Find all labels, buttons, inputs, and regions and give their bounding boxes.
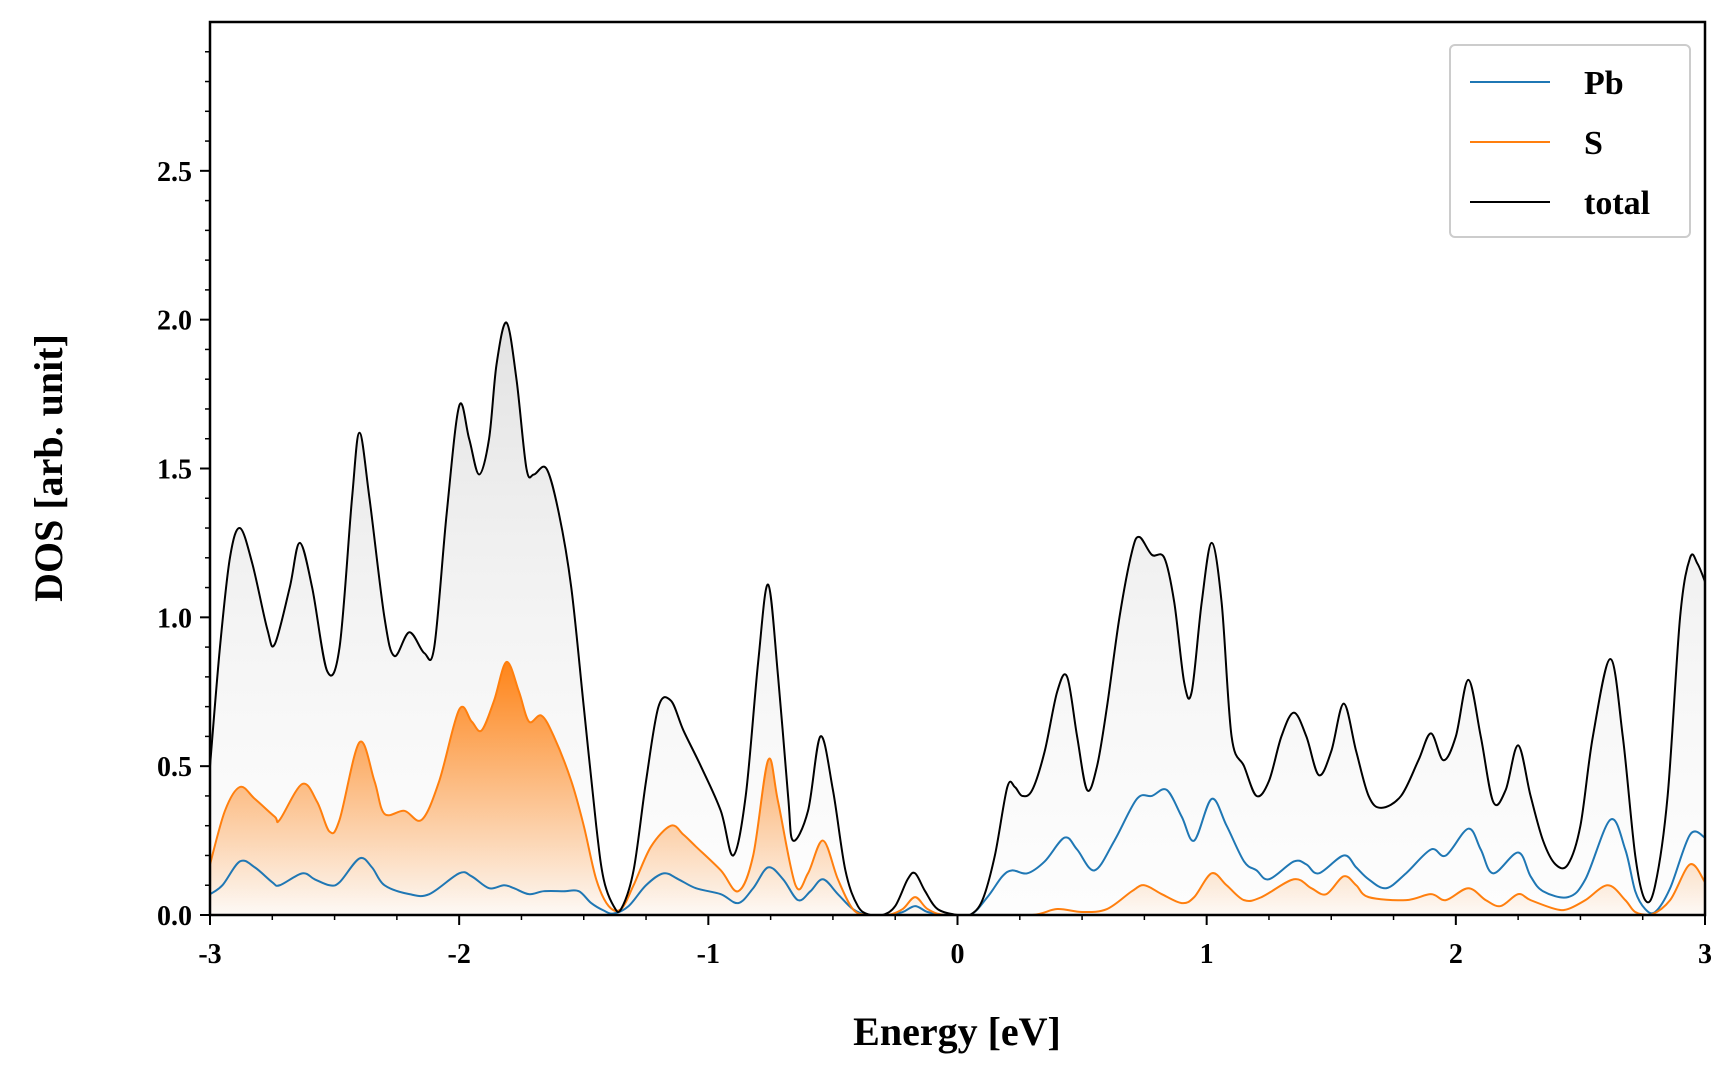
legend-label-s: S	[1584, 125, 1603, 162]
y-tick-label: 0.5	[157, 752, 192, 783]
legend-label-pb: Pb	[1584, 65, 1624, 102]
y-tick-label: 0.0	[157, 901, 192, 932]
x-tick-label: -3	[198, 939, 221, 970]
series-total-fill	[210, 322, 1705, 915]
x-tick-label: 2	[1449, 939, 1463, 970]
y-tick-label: 1.0	[157, 603, 192, 634]
x-axis-label: Energy [eV]	[853, 1009, 1061, 1054]
legend-label-total: total	[1584, 185, 1650, 222]
y-tick-label: 1.5	[157, 455, 192, 486]
series-s-fill	[210, 661, 1705, 915]
x-tick-label: 3	[1698, 939, 1712, 970]
series-total-line	[210, 321, 1705, 915]
x-tick-label: -1	[697, 939, 720, 970]
y-axis-label: DOS [arb. unit]	[26, 334, 71, 602]
y-tick-label: 2.0	[157, 306, 192, 337]
y-tick-label: 2.5	[157, 157, 192, 188]
series-s-line	[210, 660, 1705, 915]
x-tick-label: 1	[1200, 939, 1214, 970]
x-tick-label: 0	[951, 939, 965, 970]
x-tick-label: -2	[448, 939, 471, 970]
legend-box	[1449, 44, 1691, 238]
